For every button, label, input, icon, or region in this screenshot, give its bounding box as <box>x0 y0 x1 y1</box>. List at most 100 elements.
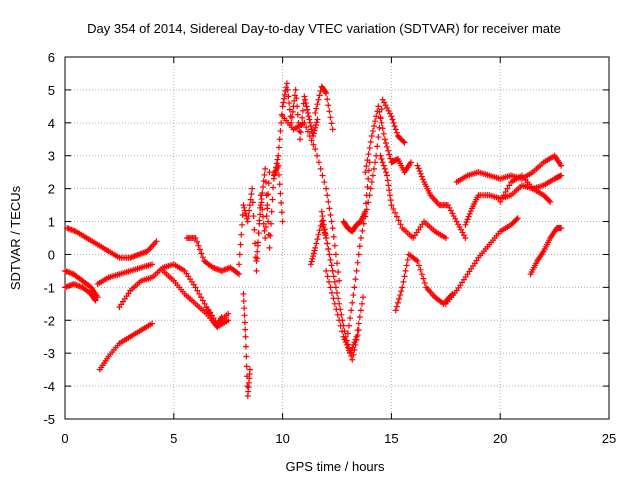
data-point <box>246 207 253 214</box>
data-point <box>335 269 342 276</box>
data-point <box>362 213 369 220</box>
data-point <box>313 105 320 112</box>
y-tick-label: -4 <box>43 379 55 394</box>
x-tick-label: 0 <box>61 431 68 446</box>
data-point <box>386 110 393 117</box>
data-point <box>306 132 313 139</box>
data-point <box>304 128 311 135</box>
data-point <box>267 220 274 227</box>
data-point <box>462 235 469 241</box>
series-track-05 <box>96 320 156 373</box>
series-track-13 <box>270 80 321 182</box>
data-point <box>385 147 392 154</box>
data-point <box>449 210 456 217</box>
data-point <box>401 273 408 280</box>
data-point <box>324 96 331 103</box>
data-point <box>332 284 339 291</box>
data-point <box>225 317 232 324</box>
data-point <box>242 343 249 350</box>
data-point <box>500 192 507 199</box>
data-point <box>289 114 296 121</box>
y-tick-label: -5 <box>43 412 55 427</box>
data-point <box>311 247 318 254</box>
data-point <box>238 231 245 238</box>
data-point <box>312 124 319 131</box>
series-track-12 <box>253 162 286 265</box>
data-point <box>416 168 423 175</box>
plot-frame <box>64 56 610 420</box>
data-point <box>308 126 315 133</box>
data-point <box>362 169 369 176</box>
x-tick-label: 15 <box>384 431 398 446</box>
data-point <box>266 169 273 176</box>
y-tick-label: 1 <box>48 215 55 230</box>
data-point <box>265 180 272 187</box>
y-tick-label: 6 <box>48 50 55 65</box>
data-point <box>407 159 414 166</box>
data-point <box>307 123 314 130</box>
data-point <box>279 103 286 110</box>
data-point <box>323 185 330 192</box>
data-point <box>317 165 324 172</box>
data-point <box>376 108 383 115</box>
data-point <box>274 156 281 163</box>
data-point <box>331 300 338 307</box>
data-point <box>240 298 247 305</box>
data-point <box>245 213 252 220</box>
data-point <box>329 126 336 133</box>
y-tick-label: 3 <box>48 149 55 164</box>
data-point <box>353 333 360 340</box>
data-point <box>414 162 421 169</box>
series-track-28 <box>497 172 565 205</box>
data-point <box>375 103 382 110</box>
data-point <box>330 295 337 302</box>
data-point <box>312 122 319 129</box>
data-point <box>387 155 394 162</box>
data-point <box>308 258 315 265</box>
data-point <box>401 139 408 146</box>
data-point <box>297 129 304 136</box>
data-point <box>303 124 310 131</box>
data-point <box>384 177 391 184</box>
data-point <box>331 278 338 285</box>
data-point <box>329 267 336 274</box>
data-point <box>385 107 392 114</box>
y-tick-label: 4 <box>48 116 55 131</box>
data-point <box>446 204 453 211</box>
data-point <box>366 192 373 199</box>
data-point <box>392 307 399 314</box>
data-point <box>326 205 333 212</box>
data-point <box>369 172 376 179</box>
x-axis-label: GPS time / hours <box>286 459 385 474</box>
data-point <box>289 108 296 115</box>
data-point <box>326 278 333 285</box>
data-point <box>396 295 403 302</box>
data-point <box>149 320 156 327</box>
data-point <box>444 202 451 209</box>
data-point <box>382 102 389 109</box>
data-point <box>323 267 330 274</box>
data-point <box>367 139 374 146</box>
data-point <box>357 307 364 314</box>
data-point <box>464 216 471 223</box>
data-point <box>243 353 250 360</box>
data-point <box>273 164 280 171</box>
data-point <box>326 251 333 258</box>
data-point <box>321 179 328 186</box>
data-point <box>328 289 335 296</box>
data-point <box>370 165 377 172</box>
data-point <box>404 256 411 263</box>
data-point <box>365 167 372 174</box>
data-point <box>365 199 372 206</box>
data-point <box>306 116 313 123</box>
data-point <box>324 192 331 199</box>
data-point <box>330 273 337 280</box>
data-point <box>324 240 331 247</box>
data-point <box>322 230 329 237</box>
data-point <box>369 128 376 135</box>
data-point <box>397 221 404 228</box>
data-point <box>312 244 319 251</box>
data-point <box>319 213 326 220</box>
data-point <box>278 119 285 126</box>
data-point <box>314 236 321 243</box>
